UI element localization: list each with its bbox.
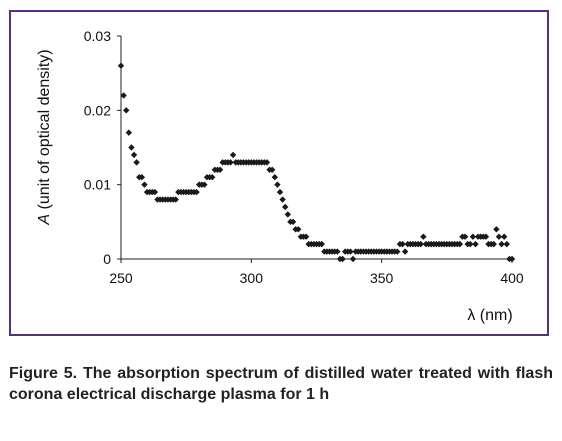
chart-axes <box>120 36 512 260</box>
data-point <box>279 196 286 203</box>
y-tick-label: 0.02 <box>84 102 111 118</box>
data-point <box>274 181 281 188</box>
data-point <box>495 233 503 240</box>
data-points <box>117 62 516 263</box>
data-point <box>417 240 424 248</box>
x-tick-label: 350 <box>370 270 394 286</box>
data-point <box>334 248 341 255</box>
data-point <box>209 174 216 181</box>
data-point <box>284 211 292 218</box>
data-point <box>130 151 138 159</box>
y-axis-label: A (unit of optical density) <box>36 49 53 225</box>
data-point <box>282 203 289 211</box>
data-point <box>271 174 278 181</box>
data-point <box>229 151 237 159</box>
data-point <box>120 92 127 99</box>
data-point <box>401 248 409 255</box>
x-tick-label: 400 <box>500 270 524 286</box>
data-point <box>133 159 140 166</box>
data-point <box>276 188 284 196</box>
data-point <box>138 174 146 181</box>
x-axis-label: λ (nm) <box>467 307 512 324</box>
data-point <box>128 144 135 151</box>
data-point <box>339 255 346 263</box>
data-point <box>500 233 508 240</box>
data-point <box>289 218 297 226</box>
data-point <box>461 233 469 240</box>
data-point <box>498 240 505 248</box>
data-point <box>125 129 133 136</box>
data-point <box>141 181 148 188</box>
data-point <box>493 226 500 233</box>
data-point <box>295 226 302 233</box>
y-tick-label: 0.01 <box>84 177 111 193</box>
data-point <box>347 248 354 255</box>
data-point <box>482 233 490 240</box>
data-point <box>456 240 464 248</box>
data-point <box>469 233 477 240</box>
data-point <box>123 107 130 114</box>
x-tick-label: 250 <box>109 270 133 286</box>
data-point <box>472 240 479 248</box>
data-point <box>399 240 406 248</box>
figure-frame <box>9 10 549 336</box>
data-point <box>508 255 516 263</box>
data-point <box>302 233 310 240</box>
figure-caption: Figure 5. The absorption spectrum of dis… <box>9 365 553 403</box>
chart-ticks: 0 0.01 0.02 0.03 250 300 350 400 <box>84 28 524 286</box>
data-point <box>268 166 276 173</box>
y-tick-label: 0 <box>103 251 111 267</box>
data-point <box>318 240 325 248</box>
x-tick-label: 300 <box>240 270 264 286</box>
data-point <box>193 188 200 196</box>
data-point <box>263 159 271 166</box>
data-point <box>394 248 401 255</box>
data-point <box>349 255 357 263</box>
data-point <box>201 181 208 188</box>
data-point <box>227 159 234 166</box>
spectrum-chart: 0 0.01 0.02 0.03 250 300 350 400 A (unit of opt… <box>36 28 524 324</box>
data-point <box>467 240 474 248</box>
y-tick-label: 0.03 <box>84 28 111 44</box>
data-point <box>117 62 125 69</box>
data-point <box>172 196 179 203</box>
data-point <box>503 240 510 248</box>
data-point <box>151 188 159 196</box>
data-point <box>420 233 427 240</box>
data-point <box>216 166 224 173</box>
data-point <box>490 240 497 248</box>
